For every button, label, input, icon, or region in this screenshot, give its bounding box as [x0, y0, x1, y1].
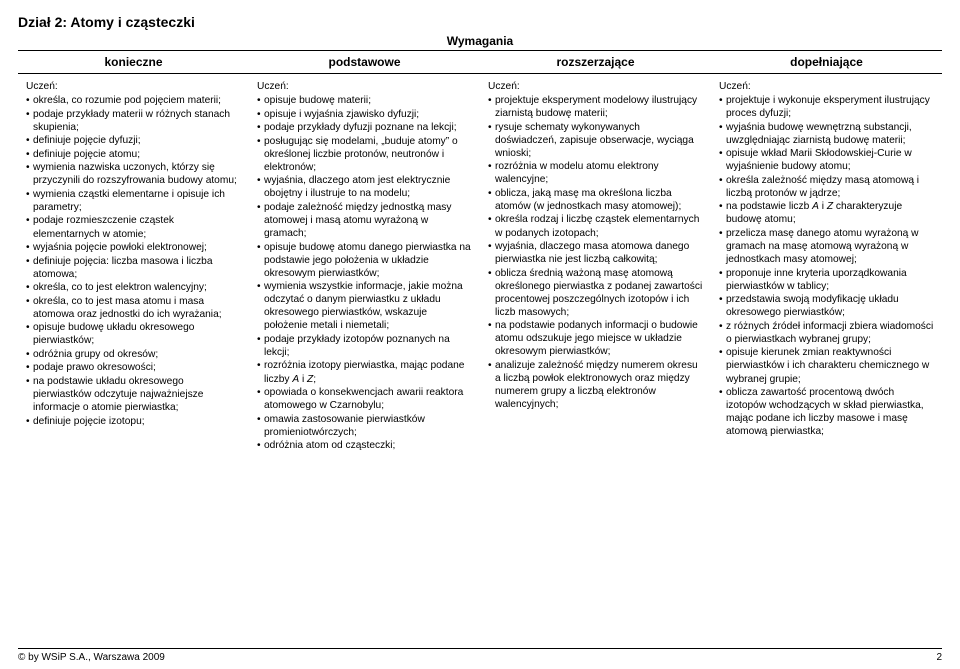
list-item: omawia zastosowanie pierwiastków promien… — [257, 413, 472, 439]
list-item: projektuje eksperyment modelowy ilustruj… — [488, 94, 703, 120]
list-item: oblicza, jaką masę ma określona liczba a… — [488, 187, 703, 213]
list-item: opisuje budowę układu okresowego pierwia… — [26, 321, 241, 347]
list-item: definiuje pojęcia: liczba masowa i liczb… — [26, 255, 241, 281]
list-item: wymienia nazwiska uczonych, którzy się p… — [26, 161, 241, 187]
list-item: wyjaśnia pojęcie powłoki elektronowej; — [26, 241, 241, 254]
list-item: wymienia cząstki elementarne i opisuje i… — [26, 188, 241, 214]
list-item: opisuje wkład Marii Skłodowskiej-Curie w… — [719, 147, 934, 173]
list-item: rysuje schematy wykonywanych doświadczeń… — [488, 121, 703, 160]
lead-label: Uczeń: — [26, 80, 241, 93]
lead-label: Uczeń: — [488, 80, 703, 93]
list-item: wymienia wszystkie informacje, jakie moż… — [257, 280, 472, 332]
cell-dopelniajace: Uczeń: projektuje i wykonuje eksperyment… — [711, 74, 942, 457]
bullet-list: określa, co rozumie pod pojęciem materii… — [26, 94, 241, 428]
list-item: rozróżnia izotopy pierwiastka, mając pod… — [257, 359, 472, 385]
list-item: opisuje budowę materii; — [257, 94, 472, 107]
list-item: przedstawia swoją modyfikację układu okr… — [719, 293, 934, 319]
list-item: z różnych źródeł informacji zbiera wiado… — [719, 320, 934, 346]
list-item: posługując się modelami, „buduje atomy” … — [257, 135, 472, 174]
list-item: rozróżnia w modelu atomu elektrony walen… — [488, 160, 703, 186]
requirements-title: Wymagania — [18, 34, 942, 48]
list-item: podaje przykłady izotopów poznanych na l… — [257, 333, 472, 359]
list-item: odróżnia grupy od okresów; — [26, 348, 241, 361]
list-item: wyjaśnia budowę wewnętrzną substancji, u… — [719, 121, 934, 147]
list-item: opowiada o konsekwencjach awarii reaktor… — [257, 386, 472, 412]
list-item: podaje zależność między jednostką masy a… — [257, 201, 472, 240]
cell-podstawowe: Uczeń: opisuje budowę materii;opisuje i … — [249, 74, 480, 457]
list-item: opisuje kierunek zmian reaktywności pier… — [719, 346, 934, 385]
col-header: konieczne — [18, 51, 249, 74]
list-item: wyjaśnia, dlaczego masa atomowa danego p… — [488, 240, 703, 266]
col-header: podstawowe — [249, 51, 480, 74]
footer-page-number: 2 — [936, 652, 942, 663]
section-title: Dział 2: Atomy i cząsteczki — [18, 14, 942, 30]
list-item: opisuje i wyjaśnia zjawisko dyfuzji; — [257, 108, 472, 121]
list-item: na podstawie podanych informacji o budow… — [488, 319, 703, 358]
list-item: definiuje pojęcie dyfuzji; — [26, 134, 241, 147]
lead-label: Uczeń: — [257, 80, 472, 93]
col-header: dopełniające — [711, 51, 942, 74]
footer-left: © by WSiP S.A., Warszawa 2009 — [18, 652, 165, 663]
list-item: na podstawie układu okresowego pierwiast… — [26, 375, 241, 414]
col-header: rozszerzające — [480, 51, 711, 74]
list-item: projektuje i wykonuje eksperyment ilustr… — [719, 94, 934, 120]
cell-konieczne: Uczeń: określa, co rozumie pod pojęciem … — [18, 74, 249, 457]
list-item: określa, co to jest elektron walencyjny; — [26, 281, 241, 294]
cell-rozszerzajace: Uczeń: projektuje eksperyment modelowy i… — [480, 74, 711, 457]
list-item: oblicza średnią ważoną masę atomową okre… — [488, 267, 703, 319]
list-item: definiuje pojęcie izotopu; — [26, 415, 241, 428]
table-row: Uczeń: określa, co rozumie pod pojęciem … — [18, 74, 942, 457]
list-item: przelicza masę danego atomu wyrażoną w g… — [719, 227, 934, 266]
list-item: odróżnia atom od cząsteczki; — [257, 439, 472, 452]
list-item: podaje przykłady materii w różnych stana… — [26, 108, 241, 134]
table-header-row: konieczne podstawowe rozszerzające dopeł… — [18, 51, 942, 74]
list-item: określa, co rozumie pod pojęciem materii… — [26, 94, 241, 107]
list-item: podaje prawo okresowości; — [26, 361, 241, 374]
bullet-list: projektuje eksperyment modelowy ilustruj… — [488, 94, 703, 411]
list-item: na podstawie liczb A i Z charakteryzuje … — [719, 200, 934, 226]
bullet-list: opisuje budowę materii;opisuje i wyjaśni… — [257, 94, 472, 452]
list-item: proponuje inne kryteria uporządkowania p… — [719, 267, 934, 293]
list-item: wyjaśnia, dlaczego atom jest elektryczni… — [257, 174, 472, 200]
list-item: definiuje pojęcie atomu; — [26, 148, 241, 161]
requirements-table: konieczne podstawowe rozszerzające dopeł… — [18, 50, 942, 457]
list-item: określa rodzaj i liczbę cząstek elementa… — [488, 213, 703, 239]
list-item: określa, co to jest masa atomu i masa at… — [26, 295, 241, 321]
list-item: określa zależność między masą atomową i … — [719, 174, 934, 200]
bullet-list: projektuje i wykonuje eksperyment ilustr… — [719, 94, 934, 438]
list-item: podaje przykłady dyfuzji poznane na lekc… — [257, 121, 472, 134]
list-item: analizuje zależność między numerem okres… — [488, 359, 703, 411]
list-item: oblicza zawartość procentową dwóch izoto… — [719, 386, 934, 438]
list-item: opisuje budowę atomu danego pierwiastka … — [257, 241, 472, 280]
lead-label: Uczeń: — [719, 80, 934, 93]
page-footer: © by WSiP S.A., Warszawa 2009 2 — [18, 648, 942, 663]
list-item: podaje rozmieszczenie cząstek elementarn… — [26, 214, 241, 240]
